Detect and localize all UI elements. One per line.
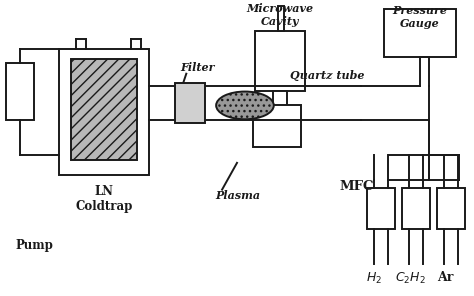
- Text: Filter: Filter: [180, 62, 215, 73]
- Bar: [6, 63, 34, 120]
- Text: $H_2$: $H_2$: [366, 271, 382, 286]
- Ellipse shape: [216, 91, 274, 119]
- Text: Ar: Ar: [438, 271, 454, 284]
- Bar: [384, 9, 456, 57]
- Text: MFC: MFC: [339, 180, 374, 193]
- Bar: [71, 59, 137, 160]
- Bar: [175, 83, 205, 123]
- Text: Microwave
Cavity: Microwave Cavity: [246, 3, 313, 27]
- Bar: [273, 91, 287, 120]
- Text: Pump: Pump: [15, 239, 53, 252]
- Bar: [367, 188, 395, 229]
- Text: Quartz tube: Quartz tube: [290, 70, 364, 81]
- Text: $C_2H_2$: $C_2H_2$: [395, 271, 425, 286]
- Bar: [253, 105, 301, 147]
- Text: Pressure
Gauge: Pressure Gauge: [392, 5, 447, 29]
- Bar: [278, 6, 284, 31]
- Text: LN
Coldtrap: LN Coldtrap: [75, 185, 132, 213]
- Text: Plasma: Plasma: [215, 190, 260, 201]
- Bar: [402, 188, 430, 229]
- Bar: [255, 31, 305, 91]
- Bar: [59, 49, 148, 175]
- Bar: [437, 188, 465, 229]
